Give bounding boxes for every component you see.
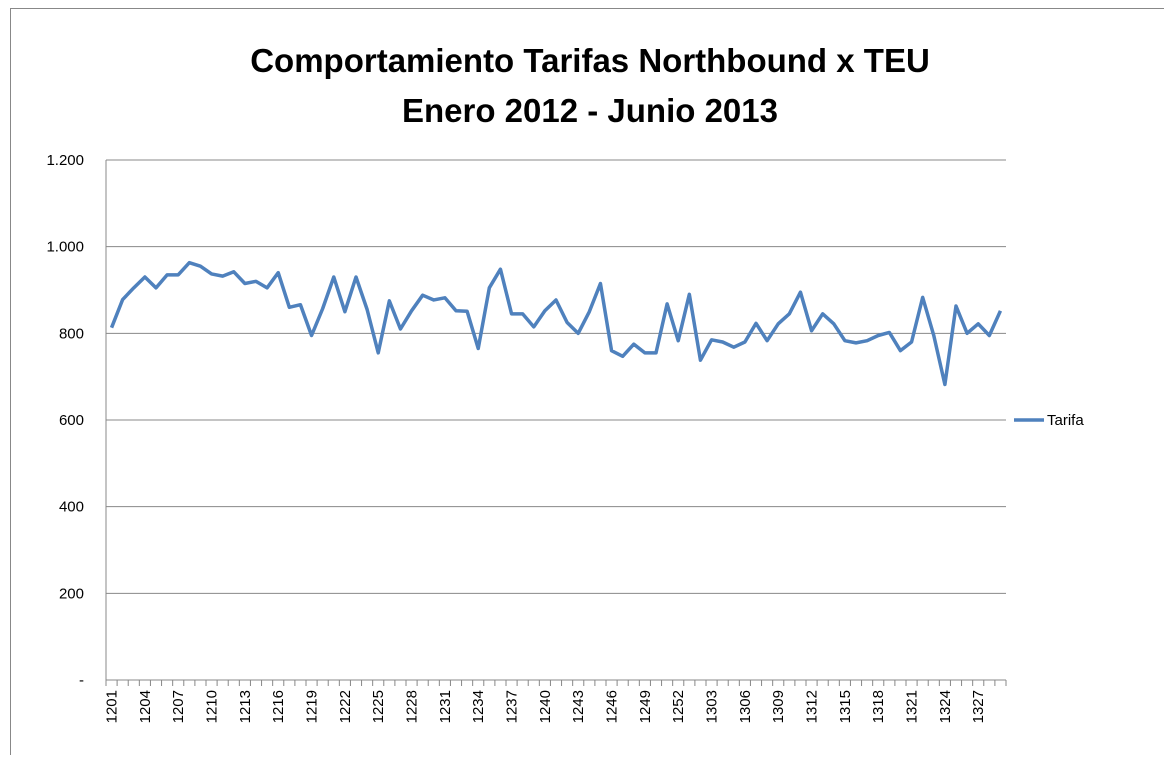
x-tick-label: 1240 <box>537 690 554 723</box>
x-tick-label: 1303 <box>704 690 721 723</box>
y-tick-label: 1.200 <box>46 152 84 169</box>
x-tick-label: 1219 <box>304 690 321 723</box>
legend-label: Tarifa <box>1047 412 1084 429</box>
x-tick-label: 1252 <box>670 690 687 723</box>
y-tick-label: - <box>79 672 84 689</box>
x-tick-label: 1225 <box>370 690 387 723</box>
x-tick-label: 1201 <box>104 690 121 723</box>
x-tick-label: 1228 <box>404 690 421 723</box>
x-tick-label: 1234 <box>470 690 487 723</box>
chart-title: Comportamiento Tarifas Northbound x TEU <box>250 42 930 79</box>
y-tick-label: 1.000 <box>46 239 84 256</box>
x-tick-label: 1213 <box>237 690 254 723</box>
x-tick-label: 1306 <box>737 690 754 723</box>
x-tick-label: 1231 <box>437 690 454 723</box>
x-tick-label: 1312 <box>804 690 821 723</box>
x-tick-label: 1222 <box>337 690 354 723</box>
y-tick-label: 800 <box>59 325 84 342</box>
x-tick-label: 1318 <box>870 690 887 723</box>
x-tick-label: 1321 <box>904 690 921 723</box>
x-tick-label: 1327 <box>970 690 987 723</box>
x-tick-label: 1237 <box>504 690 521 723</box>
x-tick-label: 1216 <box>270 690 287 723</box>
x-tick-label: 1243 <box>570 690 587 723</box>
x-tick-label: 1249 <box>637 690 654 723</box>
y-tick-label: 400 <box>59 499 84 516</box>
y-tick-label: 600 <box>59 412 84 429</box>
x-tick-label: 1246 <box>604 690 621 723</box>
y-tick-label: 200 <box>59 585 84 602</box>
x-tick-label: 1309 <box>770 690 787 723</box>
x-tick-label: 1324 <box>937 690 954 723</box>
chart-subtitle: Enero 2012 - Junio 2013 <box>402 92 778 129</box>
x-tick-label: 1315 <box>837 690 854 723</box>
x-tick-label: 1210 <box>204 690 221 723</box>
x-tick-label: 1207 <box>170 690 187 723</box>
x-tick-label: 1204 <box>137 690 154 723</box>
